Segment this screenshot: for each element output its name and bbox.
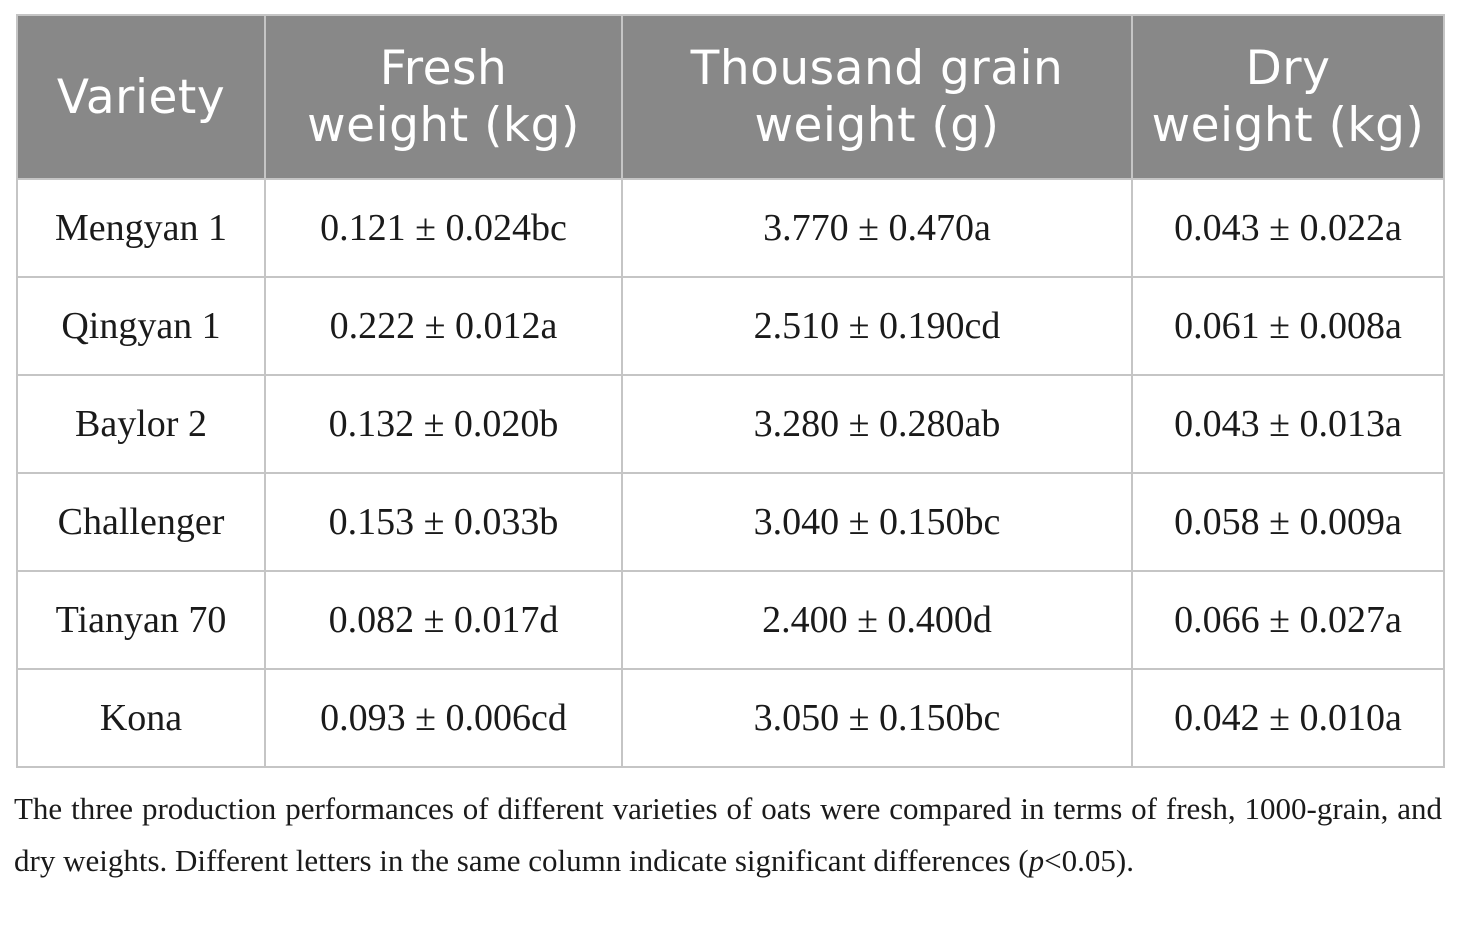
cell-dry-weight: 0.043 ± 0.022a [1131,178,1445,278]
header-line: weight (kg) [1151,98,1425,153]
table-row: Baylor 2 0.132 ± 0.020b 3.280 ± 0.280ab … [16,374,1445,474]
column-header-thousand-grain-weight: Thousand grain weight (g) [621,14,1133,180]
cell-thousand-grain-weight: 3.050 ± 0.150bc [621,668,1133,768]
header-line: weight (g) [754,98,1000,153]
cell-dry-weight: 0.043 ± 0.013a [1131,374,1445,474]
cell-variety: Challenger [16,472,266,572]
cell-thousand-grain-weight: 3.280 ± 0.280ab [621,374,1133,474]
table-row: Qingyan 1 0.222 ± 0.012a 2.510 ± 0.190cd… [16,276,1445,376]
header-line: weight (kg) [307,98,580,153]
cell-fresh-weight: 0.222 ± 0.012a [264,276,623,376]
header-line: Dry [1245,41,1331,96]
cell-dry-weight: 0.061 ± 0.008a [1131,276,1445,376]
column-header-dry-weight: Dry weight (kg) [1131,14,1445,180]
header-line: Fresh [379,41,508,96]
footnote-text: <0.05). [1044,843,1134,878]
header-row: Variety Fresh weight (kg) Thousand grain… [16,14,1445,180]
header-line: Thousand grain [690,41,1064,96]
cell-dry-weight: 0.058 ± 0.009a [1131,472,1445,572]
cell-thousand-grain-weight: 2.510 ± 0.190cd [621,276,1133,376]
table-row: Mengyan 1 0.121 ± 0.024bc 3.770 ± 0.470a… [16,178,1445,278]
cell-variety: Kona [16,668,266,768]
column-header-fresh-weight: Fresh weight (kg) [264,14,623,180]
figure-page: Variety Fresh weight (kg) Thousand grain… [14,14,1445,887]
cell-fresh-weight: 0.093 ± 0.006cd [264,668,623,768]
cell-fresh-weight: 0.132 ± 0.020b [264,374,623,474]
cell-variety: Mengyan 1 [16,178,266,278]
cell-fresh-weight: 0.153 ± 0.033b [264,472,623,572]
table-row: Tianyan 70 0.082 ± 0.017d 2.400 ± 0.400d… [16,570,1445,670]
cell-variety: Tianyan 70 [16,570,266,670]
table-footnote: The three production performances of dif… [14,783,1442,887]
cell-dry-weight: 0.066 ± 0.027a [1131,570,1445,670]
column-header-variety: Variety [16,14,266,180]
table-row: Kona 0.093 ± 0.006cd 3.050 ± 0.150bc 0.0… [16,668,1445,768]
oat-performance-table: Variety Fresh weight (kg) Thousand grain… [16,14,1445,768]
cell-thousand-grain-weight: 3.040 ± 0.150bc [621,472,1133,572]
table-row: Challenger 0.153 ± 0.033b 3.040 ± 0.150b… [16,472,1445,572]
cell-fresh-weight: 0.082 ± 0.017d [264,570,623,670]
footnote-text: The three production performances of dif… [14,791,1442,878]
cell-variety: Qingyan 1 [16,276,266,376]
cell-thousand-grain-weight: 2.400 ± 0.400d [621,570,1133,670]
cell-thousand-grain-weight: 3.770 ± 0.470a [621,178,1133,278]
footnote-p-italic: p [1028,843,1045,878]
header-line: Variety [56,69,226,125]
cell-fresh-weight: 0.121 ± 0.024bc [264,178,623,278]
cell-variety: Baylor 2 [16,374,266,474]
cell-dry-weight: 0.042 ± 0.010a [1131,668,1445,768]
